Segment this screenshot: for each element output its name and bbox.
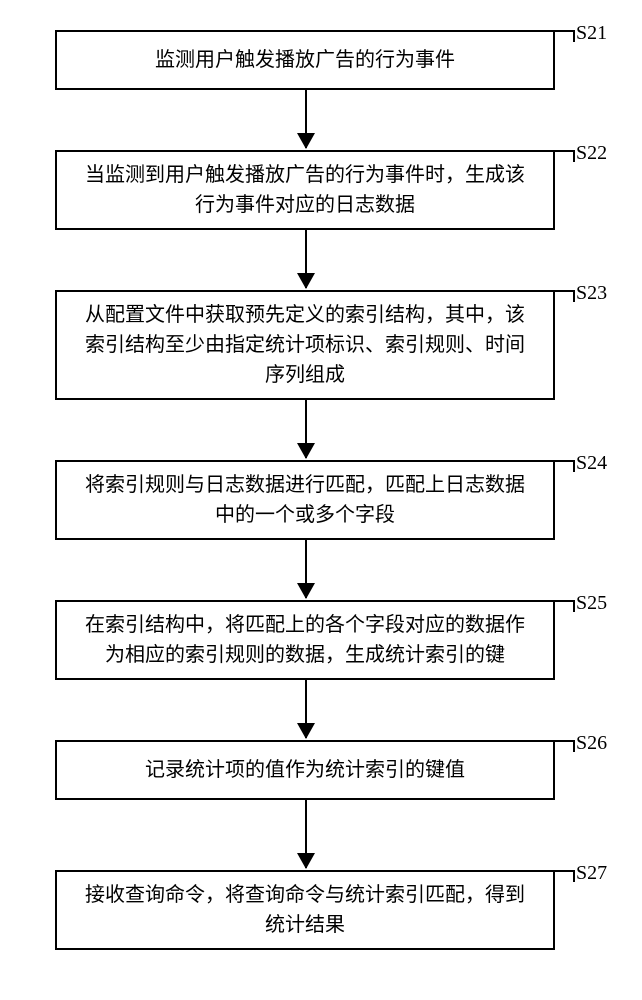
step-text: 从配置文件中获取预先定义的索引结构，其中，该索引结构至少由指定统计项标识、索引规… (77, 300, 533, 390)
arrow-6 (305, 800, 307, 868)
step-label-s23: S23 (576, 282, 607, 305)
step-box-s27: 接收查询命令，将查询命令与统计索引匹配，得到统计结果 (55, 870, 555, 950)
step-label-s22: S22 (576, 142, 607, 165)
step-label-s26: S26 (576, 732, 607, 755)
step-label-s27: S27 (576, 862, 607, 885)
arrow-4 (305, 540, 307, 598)
label-connector (555, 870, 575, 882)
step-text: 将索引规则与日志数据进行匹配，匹配上日志数据中的一个或多个字段 (77, 470, 533, 530)
label-connector (555, 30, 575, 42)
label-connector (555, 460, 575, 472)
step-box-s22: 当监测到用户触发播放广告的行为事件时，生成该行为事件对应的日志数据 (55, 150, 555, 230)
label-connector (555, 290, 575, 302)
step-box-s23: 从配置文件中获取预先定义的索引结构，其中，该索引结构至少由指定统计项标识、索引规… (55, 290, 555, 400)
step-box-s24: 将索引规则与日志数据进行匹配，匹配上日志数据中的一个或多个字段 (55, 460, 555, 540)
arrow-5 (305, 680, 307, 738)
step-label-s25: S25 (576, 592, 607, 615)
label-connector (555, 600, 575, 612)
step-text: 记录统计项的值作为统计索引的键值 (145, 755, 465, 785)
step-label-s24: S24 (576, 452, 607, 475)
step-text: 当监测到用户触发播放广告的行为事件时，生成该行为事件对应的日志数据 (77, 160, 533, 220)
arrow-1 (305, 90, 307, 148)
step-text: 在索引结构中，将匹配上的各个字段对应的数据作为相应的索引规则的数据，生成统计索引… (77, 610, 533, 670)
arrow-3 (305, 400, 307, 458)
step-text: 接收查询命令，将查询命令与统计索引匹配，得到统计结果 (77, 880, 533, 940)
label-connector (555, 740, 575, 752)
arrow-2 (305, 230, 307, 288)
label-connector (555, 150, 575, 162)
step-label-s21: S21 (576, 22, 607, 45)
flowchart-container: 监测用户触发播放广告的行为事件 S21 当监测到用户触发播放广告的行为事件时，生成该… (0, 0, 642, 1000)
step-box-s26: 记录统计项的值作为统计索引的键值 (55, 740, 555, 800)
step-box-s25: 在索引结构中，将匹配上的各个字段对应的数据作为相应的索引规则的数据，生成统计索引… (55, 600, 555, 680)
step-text: 监测用户触发播放广告的行为事件 (155, 45, 455, 75)
step-box-s21: 监测用户触发播放广告的行为事件 (55, 30, 555, 90)
